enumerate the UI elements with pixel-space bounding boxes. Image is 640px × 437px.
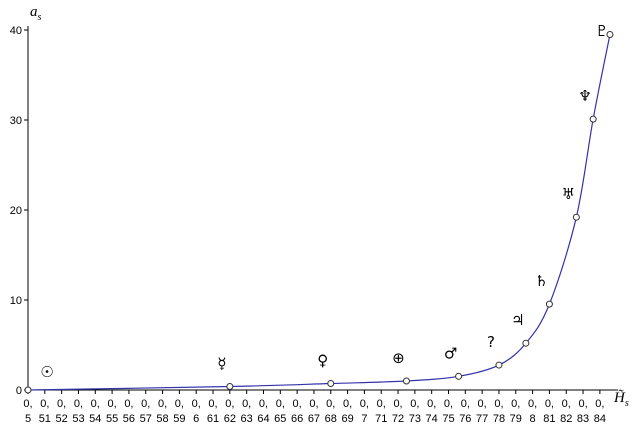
x-tick-label: 0, 64 <box>257 398 269 425</box>
planet-symbol: ⊕ <box>392 349 405 367</box>
x-tick-label: 0, 67 <box>308 398 320 425</box>
x-tick-label: 0, 57 <box>140 398 152 425</box>
y-axis-label: as <box>30 4 42 23</box>
x-tick-label: 0, 5 <box>23 398 32 425</box>
x-tick-label: 0, 52 <box>56 398 68 425</box>
y-tick-label: 20 <box>10 205 22 217</box>
y-tick-label: 30 <box>10 115 22 127</box>
x-tick-label: 0, 69 <box>341 398 353 425</box>
point <box>455 372 463 380</box>
planet-symbol: ☉ <box>40 363 53 381</box>
planet-symbol: ♇ <box>595 22 608 40</box>
planet-symbol: ♆ <box>578 87 591 105</box>
point <box>606 31 614 38</box>
point <box>572 213 580 221</box>
planet-symbol: ♅ <box>562 185 575 203</box>
x-tick-label: 0, 83 <box>577 398 589 425</box>
planet-symbol: ☿ <box>217 354 226 372</box>
x-tick-label: 0, 56 <box>123 398 135 425</box>
x-tick-label: 0, 54 <box>89 398 101 425</box>
x-tick-label: 0, 62 <box>224 398 236 425</box>
x-tick-label: 0, 68 <box>325 398 337 425</box>
point <box>402 377 410 385</box>
x-tick-label: 0, 72 <box>392 398 404 425</box>
x-tick-label: 0, 74 <box>426 398 438 425</box>
x-tick-label: 0, 75 <box>442 398 454 425</box>
x-tick-label: 0, 59 <box>173 398 185 425</box>
y-axis-label-sub: s <box>38 12 42 23</box>
x-tick-label: 0, 51 <box>39 398 51 425</box>
x-axis-label-main: H̃ <box>613 390 626 406</box>
x-tick-label: 0, 82 <box>560 398 572 425</box>
x-tick-label: 0, 79 <box>510 398 522 425</box>
x-tick-label: 0, 63 <box>241 398 253 425</box>
x-tick-label: 0, 53 <box>72 398 84 425</box>
x-tick-label: 0, 58 <box>156 398 168 425</box>
point <box>545 300 553 308</box>
x-tick-label: 0, 61 <box>207 398 219 425</box>
x-axis-label: H̃s <box>613 390 629 409</box>
x-tick-label: 0, 81 <box>543 398 555 425</box>
planet-symbol: ? <box>487 333 495 351</box>
x-tick-label: 0, 66 <box>291 398 303 425</box>
y-tick-label: 40 <box>10 25 22 37</box>
y-axis-label-main: a <box>30 4 38 20</box>
planet-symbol: ♀ <box>317 352 328 370</box>
y-tick-label: 0 <box>16 385 22 397</box>
x-tick-label: 0, 7 <box>360 398 369 425</box>
x-tick-label: 0, 76 <box>459 398 471 425</box>
x-tick-label: 0, 78 <box>493 398 505 425</box>
point <box>327 380 335 388</box>
point <box>522 339 530 347</box>
point <box>24 386 32 394</box>
x-tick-label: 0, 73 <box>409 398 421 425</box>
x-tick-label: 0, 84 <box>594 398 606 425</box>
x-tick-label: 0, 77 <box>476 398 488 425</box>
curve <box>27 34 611 391</box>
point <box>589 115 597 123</box>
planet-symbol: ♂ <box>444 344 457 362</box>
x-tick-label: 0, 8 <box>528 398 537 425</box>
planet-symbol: ♄ <box>535 272 548 290</box>
y-tick-label: 10 <box>10 295 22 307</box>
point <box>495 361 503 369</box>
planet-symbol: ♃ <box>511 311 524 329</box>
point <box>226 382 234 390</box>
x-tick-label: 0, 55 <box>106 398 118 425</box>
x-tick-label: 0, 71 <box>375 398 387 425</box>
x-tick-label: 0, 65 <box>274 398 286 425</box>
x-axis-label-sub: s <box>625 398 629 409</box>
x-tick-label: 0, 6 <box>192 398 201 425</box>
